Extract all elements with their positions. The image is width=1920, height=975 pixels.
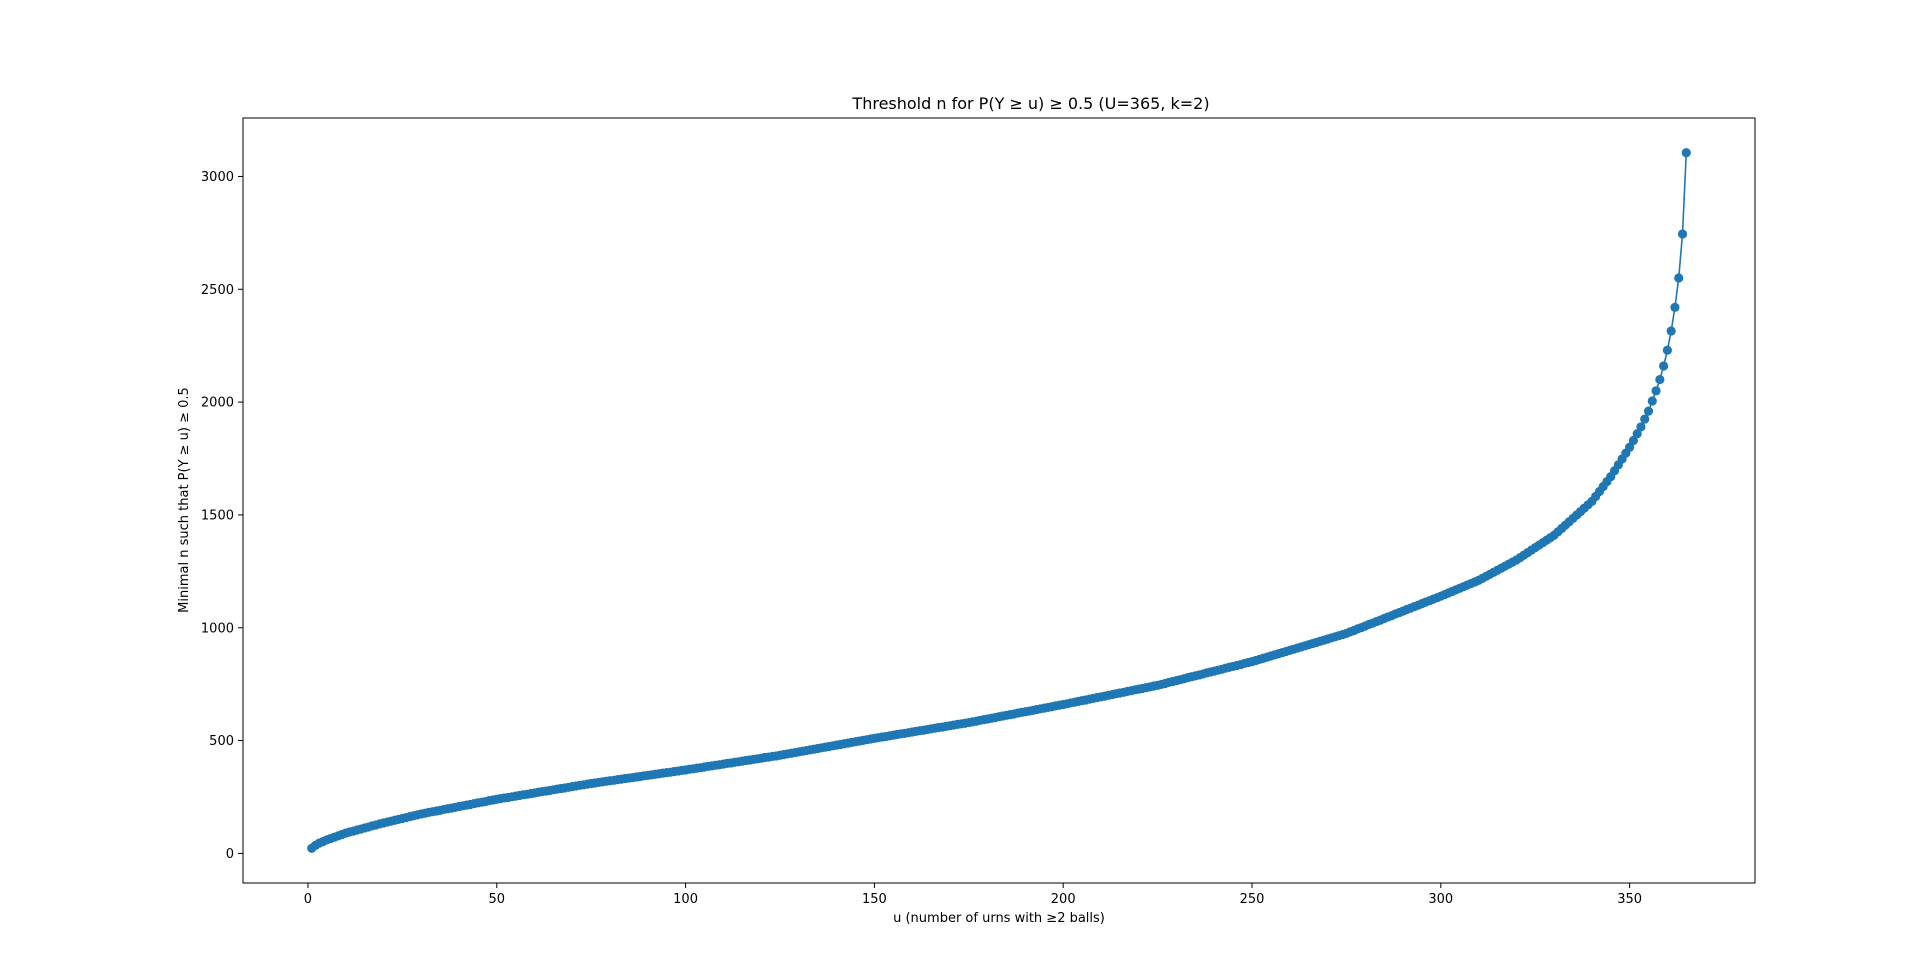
data-point (1677, 229, 1688, 239)
x-tick-label: 300 (1428, 892, 1453, 907)
y-tick-label: 2500 (201, 283, 234, 298)
x-tick-label: 150 (862, 892, 887, 907)
y-tick-label: 2000 (201, 396, 234, 411)
data-point (1628, 435, 1639, 446)
x-tick-label: 200 (1051, 892, 1076, 907)
data-point (1662, 345, 1672, 355)
data-point (1659, 361, 1669, 371)
x-tick-label: 250 (1240, 892, 1265, 907)
data-point (1647, 396, 1657, 406)
y-tick-label: 3000 (201, 170, 234, 185)
data-point (1670, 302, 1680, 312)
x-axis: 0 50 100 150 200 250 300 350 (304, 883, 1642, 907)
data-point (1651, 386, 1661, 396)
y-tick-label: 500 (209, 734, 234, 749)
x-axis-label: u (number of urns with ≥2 balls) (893, 911, 1105, 926)
y-tick-label: 1000 (201, 621, 234, 636)
data-point (1640, 414, 1650, 424)
data-point (1674, 273, 1684, 283)
data-point (1632, 429, 1642, 439)
data-point (1655, 374, 1665, 385)
data-point (1625, 442, 1635, 452)
data-point (1636, 422, 1646, 432)
plot-area (307, 148, 1691, 853)
y-tick-label: 0 (226, 847, 234, 862)
x-tick-label: 100 (673, 892, 698, 907)
y-tick-label: 1500 (201, 508, 234, 523)
y-axis-label: Minimal n such that P(Y ≥ u) ≥ 0.5 (177, 387, 192, 613)
x-tick-label: 0 (304, 892, 312, 907)
data-point (1643, 406, 1654, 416)
data-point (1681, 148, 1691, 158)
series-line (311, 152, 1688, 849)
axes-frame (242, 117, 1756, 884)
y-axis: 0 500 1000 1500 2000 2500 3000 (201, 170, 243, 862)
chart-title: Threshold n for P(Y ≥ u) ≥ 0.5 (U=365, k… (851, 94, 1209, 113)
x-tick-label: 50 (488, 892, 505, 907)
x-tick-label: 350 (1617, 892, 1642, 907)
data-point (1666, 326, 1676, 336)
